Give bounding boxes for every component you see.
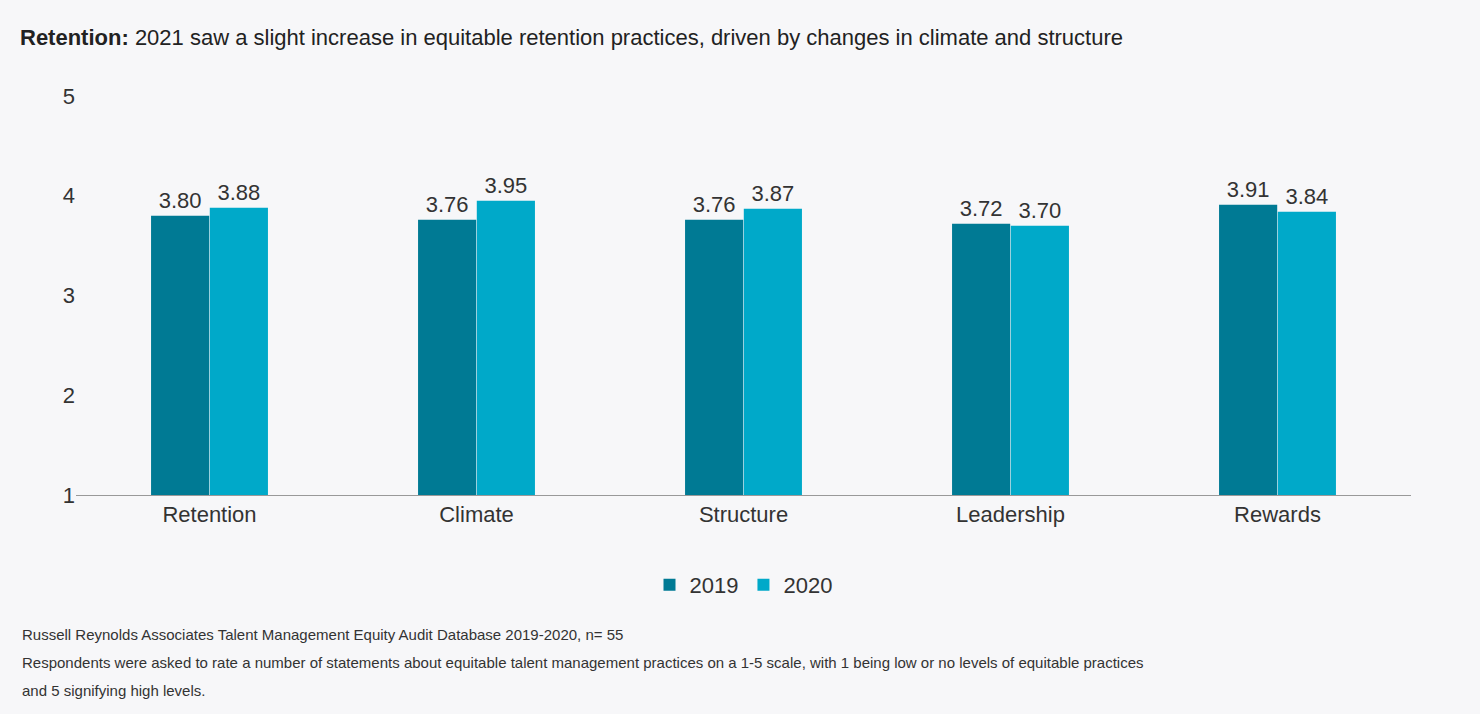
- svg-text:4: 4: [63, 183, 75, 208]
- svg-text:1: 1: [63, 483, 75, 508]
- svg-text:Retention: 2021 saw a slight i: Retention: 2021 saw a slight increase in…: [20, 25, 1123, 50]
- svg-text:Russell Reynolds Associates Ta: Russell Reynolds Associates Talent Manag…: [22, 626, 623, 643]
- svg-text:3.88: 3.88: [217, 180, 260, 205]
- svg-text:Rewards: Rewards: [1234, 502, 1321, 527]
- svg-text:Respondents were asked to rate: Respondents were asked to rate a number …: [22, 654, 1144, 671]
- svg-text:3.95: 3.95: [484, 173, 527, 198]
- svg-text:3: 3: [63, 283, 75, 308]
- svg-text:3.72: 3.72: [960, 196, 1003, 221]
- svg-text:3.84: 3.84: [1285, 184, 1328, 209]
- svg-text:3.91: 3.91: [1227, 177, 1270, 202]
- svg-text:3.70: 3.70: [1018, 198, 1061, 223]
- svg-text:3.76: 3.76: [426, 192, 469, 217]
- svg-text:3.76: 3.76: [693, 192, 736, 217]
- svg-text:Retention: Retention: [162, 502, 256, 527]
- svg-text:3.80: 3.80: [159, 188, 202, 213]
- svg-text:5: 5: [63, 84, 75, 109]
- svg-text:Leadership: Leadership: [956, 502, 1065, 527]
- svg-text:2019: 2019: [690, 573, 739, 598]
- svg-text:2: 2: [63, 383, 75, 408]
- svg-text:and 5 signifying high levels.: and 5 signifying high levels.: [22, 682, 205, 699]
- svg-text:Structure: Structure: [699, 502, 788, 527]
- svg-text:2020: 2020: [783, 573, 832, 598]
- svg-text:Climate: Climate: [439, 502, 514, 527]
- svg-text:3.87: 3.87: [751, 181, 794, 206]
